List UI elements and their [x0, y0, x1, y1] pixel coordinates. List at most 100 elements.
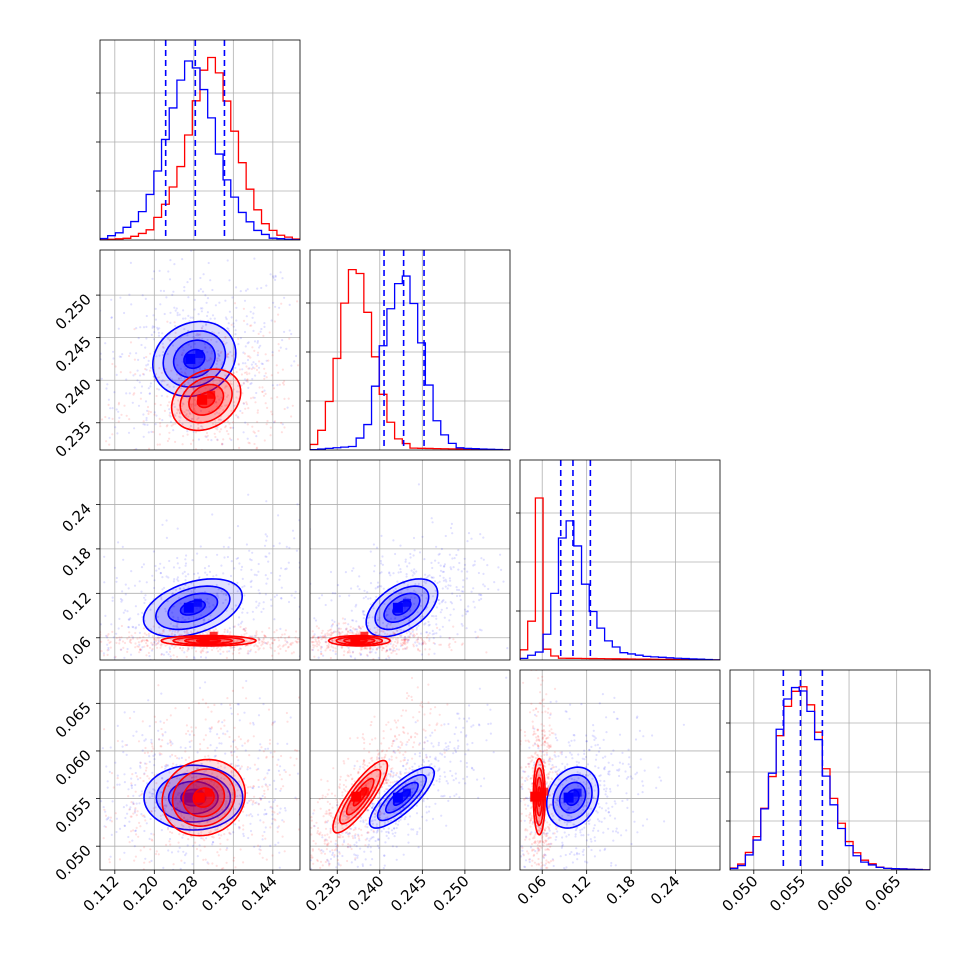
sample-point — [448, 577, 451, 580]
sample-point — [192, 439, 195, 442]
sample-point — [426, 575, 430, 578]
sample-point — [247, 650, 250, 653]
sample-point — [335, 866, 338, 869]
sample-point — [280, 597, 283, 600]
sample-point — [233, 739, 236, 742]
sample-point — [458, 561, 461, 565]
sample-point — [138, 476, 140, 478]
sample-point — [212, 629, 215, 632]
sample-point — [207, 261, 210, 265]
sample-point — [334, 652, 337, 656]
sample-point — [416, 778, 419, 781]
sample-point — [220, 834, 223, 837]
sample-point — [183, 289, 186, 292]
sample-point — [448, 646, 451, 649]
sample-point — [254, 635, 257, 638]
sample-point — [366, 654, 369, 658]
sample-point — [134, 642, 137, 645]
sample-point — [403, 640, 406, 644]
sample-point — [240, 384, 243, 387]
sample-point — [357, 772, 360, 775]
sample-point — [269, 806, 272, 809]
sample-point — [331, 699, 333, 701]
sample-point — [395, 858, 398, 861]
sample-point — [314, 550, 316, 552]
sample-point — [283, 807, 287, 810]
sample-point — [176, 364, 179, 367]
sample-point — [408, 635, 411, 638]
sample-point — [323, 834, 327, 837]
hist-blue — [730, 686, 930, 870]
sample-point — [224, 426, 227, 429]
sample-point — [318, 641, 321, 644]
sample-point — [497, 566, 500, 569]
sample-point — [414, 794, 417, 797]
sample-point — [329, 634, 332, 637]
sample-point — [181, 258, 184, 261]
sample-point — [151, 745, 154, 748]
sample-point — [467, 605, 470, 608]
sample-point — [183, 817, 186, 820]
sample-point — [317, 656, 320, 659]
sample-point — [313, 753, 315, 755]
contour-red — [188, 383, 225, 416]
sample-point — [402, 853, 405, 856]
sample-point — [220, 590, 223, 593]
sample-point — [128, 820, 131, 823]
sample-point — [409, 556, 412, 559]
sample-point — [302, 650, 304, 652]
sample-point — [320, 631, 323, 635]
sample-point — [256, 351, 260, 354]
sample-point — [263, 322, 266, 325]
sample-point — [283, 397, 286, 400]
sample-point — [341, 854, 344, 858]
sample-point — [229, 745, 233, 748]
sample-point — [285, 347, 288, 350]
sample-point — [257, 648, 260, 651]
sample-point — [261, 630, 264, 633]
sample-point — [242, 402, 245, 405]
sample-point — [171, 632, 174, 635]
sample-point — [261, 386, 264, 389]
sample-point — [313, 570, 315, 572]
sample-point — [273, 595, 276, 598]
sample-point — [449, 760, 452, 763]
sample-point — [323, 326, 325, 328]
sample-point — [88, 624, 90, 626]
sample-point — [198, 686, 202, 690]
sample-point — [366, 685, 368, 687]
sample-point — [277, 514, 280, 517]
sample-point — [100, 800, 103, 803]
sample-point — [215, 864, 218, 868]
sample-point — [257, 813, 260, 816]
sample-point — [328, 808, 331, 811]
sample-point — [394, 638, 397, 641]
sample-point — [423, 623, 426, 626]
sample-point — [244, 289, 248, 292]
sample-point — [145, 639, 148, 642]
sample-point — [217, 596, 220, 599]
sample-point — [195, 464, 197, 466]
sample-point — [367, 624, 370, 627]
sample-point — [153, 789, 156, 792]
sample-point — [216, 428, 219, 431]
sample-point — [425, 631, 428, 634]
sample-point — [116, 724, 119, 728]
sample-point — [366, 591, 369, 594]
sample-point — [135, 447, 138, 450]
sample-point — [242, 628, 245, 631]
sample-point — [288, 329, 291, 332]
sample-point — [160, 766, 163, 769]
sample-point — [454, 750, 458, 754]
sample-point — [369, 550, 372, 553]
sample-point — [177, 792, 180, 795]
sample-point — [432, 576, 435, 579]
sample-point — [21, 687, 23, 689]
sample-point — [296, 300, 299, 303]
sample-point — [223, 724, 226, 727]
sample-point — [262, 778, 266, 781]
sample-point — [383, 772, 386, 775]
sample-point — [429, 755, 432, 759]
sample-point — [169, 311, 172, 314]
sample-point — [215, 746, 218, 749]
